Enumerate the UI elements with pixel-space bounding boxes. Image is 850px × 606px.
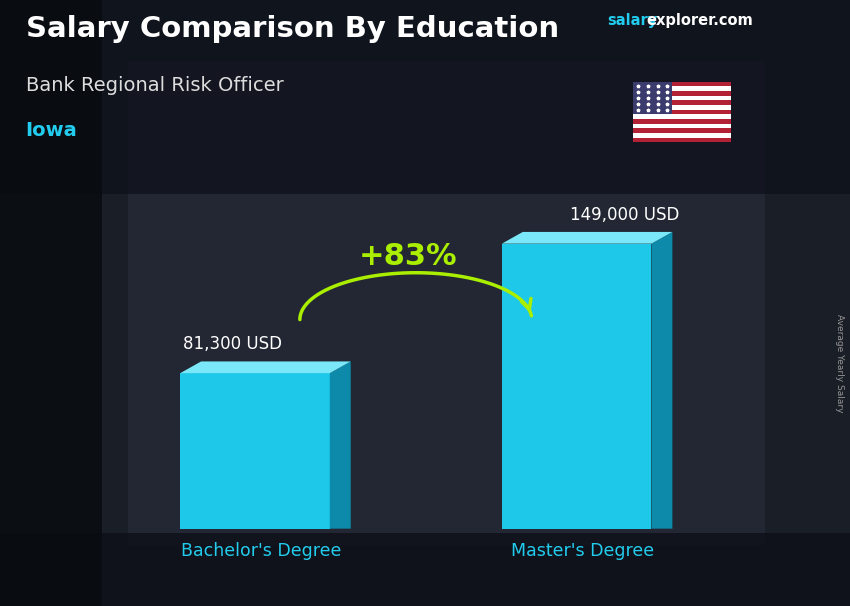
Text: Bank Regional Risk Officer: Bank Regional Risk Officer (26, 76, 283, 95)
Bar (0, 0, 850, 194)
Polygon shape (180, 373, 330, 528)
Bar (633, 138, 731, 142)
Bar (633, 115, 731, 119)
Text: Average Yearly Salary: Average Yearly Salary (835, 315, 844, 413)
Bar (633, 82, 731, 87)
Bar (633, 124, 731, 128)
Bar (633, 87, 731, 91)
Bar (633, 105, 731, 110)
Bar (633, 128, 731, 133)
Bar (633, 101, 731, 105)
Text: Master's Degree: Master's Degree (512, 542, 654, 560)
Text: Bachelor's Degree: Bachelor's Degree (181, 542, 342, 560)
Bar (633, 96, 731, 101)
Polygon shape (330, 361, 351, 528)
Text: Salary Comparison By Education: Salary Comparison By Education (26, 15, 558, 43)
Bar (128, 61, 765, 545)
Polygon shape (502, 232, 672, 244)
Bar (633, 82, 672, 115)
Bar (633, 91, 731, 96)
Polygon shape (502, 244, 651, 528)
Bar (633, 133, 731, 138)
Text: explorer.com: explorer.com (646, 13, 753, 28)
Text: Iowa: Iowa (26, 121, 77, 140)
Bar (0, 0, 102, 606)
Polygon shape (180, 361, 351, 373)
Bar (633, 119, 731, 124)
Text: +83%: +83% (359, 242, 457, 271)
Text: 81,300 USD: 81,300 USD (183, 335, 282, 353)
Bar (633, 110, 731, 115)
Text: 149,000 USD: 149,000 USD (570, 205, 679, 224)
Bar (0, 533, 850, 606)
Polygon shape (651, 232, 672, 528)
Text: salary: salary (608, 13, 658, 28)
